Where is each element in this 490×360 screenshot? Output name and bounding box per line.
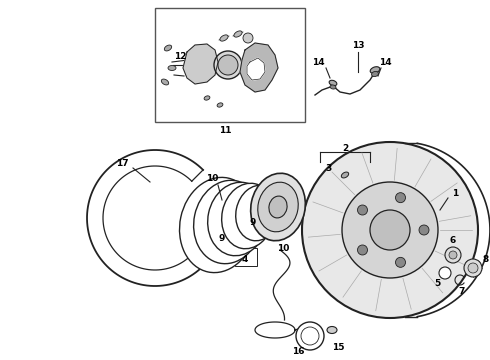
Text: 14: 14 xyxy=(312,58,324,67)
Ellipse shape xyxy=(221,183,274,249)
Ellipse shape xyxy=(217,103,223,107)
Text: 8: 8 xyxy=(483,256,489,265)
Ellipse shape xyxy=(251,173,305,241)
Circle shape xyxy=(395,193,406,203)
Circle shape xyxy=(449,251,457,259)
Ellipse shape xyxy=(236,185,280,241)
Ellipse shape xyxy=(258,182,298,232)
Polygon shape xyxy=(240,43,278,92)
Text: 2: 2 xyxy=(342,144,348,153)
Ellipse shape xyxy=(204,96,210,100)
Text: 4: 4 xyxy=(242,256,248,265)
Circle shape xyxy=(342,182,438,278)
Circle shape xyxy=(301,327,319,345)
Text: 16: 16 xyxy=(292,347,304,356)
Text: 3: 3 xyxy=(325,163,331,172)
Text: 15: 15 xyxy=(332,343,344,352)
Ellipse shape xyxy=(234,31,242,37)
Ellipse shape xyxy=(194,180,262,264)
Ellipse shape xyxy=(179,177,256,273)
Ellipse shape xyxy=(342,172,349,178)
Circle shape xyxy=(214,51,242,79)
Ellipse shape xyxy=(329,80,337,86)
Text: 1: 1 xyxy=(452,189,458,198)
Ellipse shape xyxy=(208,182,269,256)
Ellipse shape xyxy=(220,35,228,41)
Text: 14: 14 xyxy=(379,58,392,67)
Circle shape xyxy=(395,257,406,267)
Bar xyxy=(155,8,305,122)
Text: 9: 9 xyxy=(219,234,225,243)
Circle shape xyxy=(243,33,253,43)
Ellipse shape xyxy=(370,67,380,73)
Text: 10: 10 xyxy=(206,174,218,183)
Circle shape xyxy=(302,142,478,318)
Ellipse shape xyxy=(168,66,176,71)
Circle shape xyxy=(296,322,324,350)
Text: 11: 11 xyxy=(219,126,231,135)
Ellipse shape xyxy=(371,71,378,77)
Polygon shape xyxy=(247,58,265,80)
Circle shape xyxy=(370,210,410,250)
Text: 17: 17 xyxy=(116,158,128,167)
Circle shape xyxy=(358,205,368,215)
Text: 10: 10 xyxy=(277,243,289,252)
Ellipse shape xyxy=(330,85,336,89)
Circle shape xyxy=(464,259,482,277)
Ellipse shape xyxy=(161,79,169,85)
Bar xyxy=(235,248,257,266)
Text: 7: 7 xyxy=(459,288,465,297)
Circle shape xyxy=(468,263,478,273)
Polygon shape xyxy=(183,44,218,84)
Text: 9: 9 xyxy=(250,217,256,226)
Circle shape xyxy=(439,267,451,279)
Text: 6: 6 xyxy=(450,235,456,244)
Circle shape xyxy=(358,245,368,255)
Ellipse shape xyxy=(164,45,171,51)
Circle shape xyxy=(445,247,461,263)
Text: 13: 13 xyxy=(352,41,364,50)
Circle shape xyxy=(218,55,238,75)
Circle shape xyxy=(419,225,429,235)
Ellipse shape xyxy=(269,196,287,218)
Text: 5: 5 xyxy=(434,279,440,288)
Text: 12: 12 xyxy=(174,51,186,60)
Ellipse shape xyxy=(327,327,337,333)
